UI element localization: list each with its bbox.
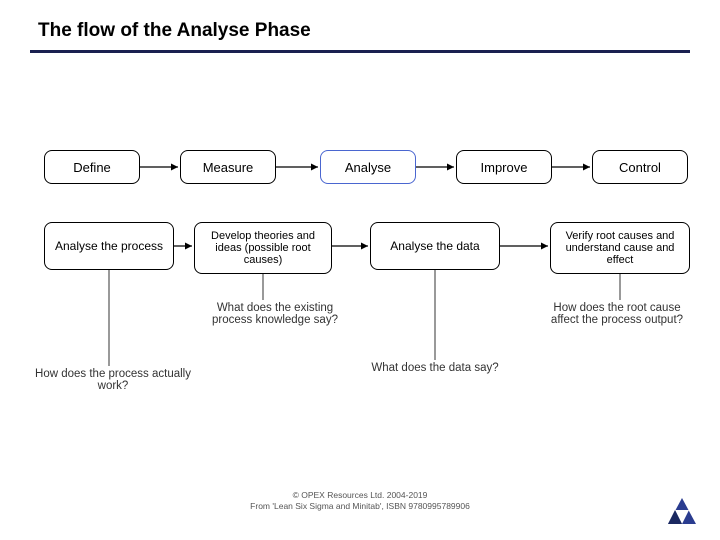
step-analyse-data: Analyse the data [370,222,500,270]
footer-credits: © OPEX Resources Ltd. 2004-2019 From 'Le… [0,490,720,512]
phase-improve: Improve [456,150,552,184]
step-label: Analyse the data [390,239,479,253]
phase-define: Define [44,150,140,184]
brand-logo-icon [666,496,698,526]
phase-label: Analyse [345,160,391,175]
step-analyse-process: Analyse the process [44,222,174,270]
phase-label: Measure [203,160,254,175]
phase-analyse: Analyse [320,150,416,184]
question-process-knowledge: What does the existing process knowledge… [200,302,350,326]
phase-label: Define [73,160,111,175]
step-label: Verify root causes and understand cause … [557,230,683,266]
page-title: The flow of the Analyse Phase [38,20,311,42]
phase-measure: Measure [180,150,276,184]
step-develop-theories: Develop theories and ideas (possible roo… [194,222,332,274]
step-verify-root-causes: Verify root causes and understand cause … [550,222,690,274]
phase-control: Control [592,150,688,184]
step-label: Analyse the process [55,239,163,253]
question-process-work: How does the process actually work? [28,368,198,392]
phase-label: Control [619,160,661,175]
question-root-cause-effect: How does the root cause affect the proce… [542,302,692,326]
footer-line1: © OPEX Resources Ltd. 2004-2019 [0,490,720,501]
question-data-say: What does the data say? [370,362,500,374]
footer-line2: From 'Lean Six Sigma and Minitab', ISBN … [0,501,720,512]
step-label: Develop theories and ideas (possible roo… [201,230,325,266]
title-underline [30,50,690,53]
phase-label: Improve [481,160,528,175]
